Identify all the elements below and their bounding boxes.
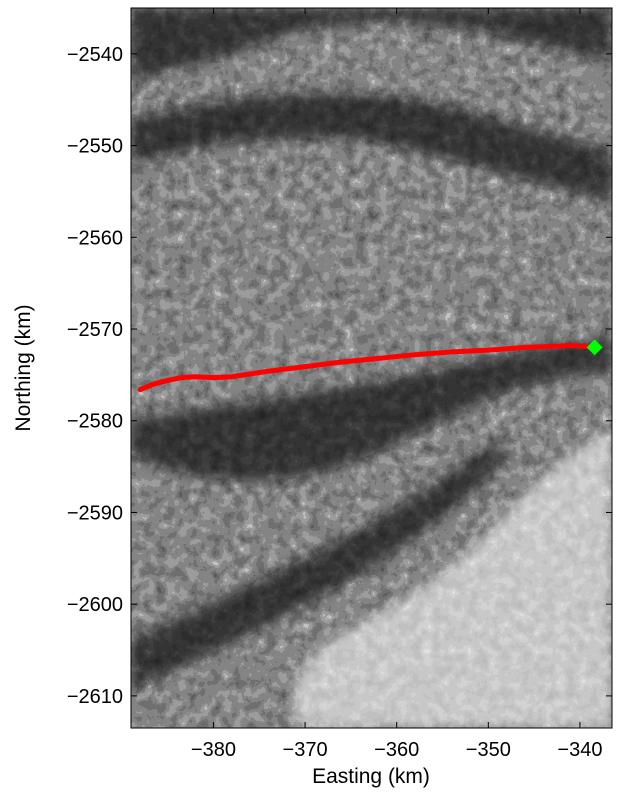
track-line	[137, 343, 598, 393]
y-tick-label: −2570	[67, 319, 123, 341]
x-tick-label: −360	[374, 739, 419, 761]
y-tick-label: −2580	[67, 411, 123, 433]
x-axis-ticks: −380 −370 −360 −350 −340	[191, 8, 602, 761]
y-tick-label: −2560	[67, 227, 123, 249]
y-tick-label: −2600	[67, 594, 123, 616]
satellite-imagery	[131, 8, 612, 728]
endpoint-marker	[586, 339, 603, 356]
x-axis-label: Easting (km)	[312, 765, 430, 788]
x-tick-label: −370	[283, 739, 328, 761]
y-axis-ticks: −2540 −2550 −2560 −2570 −2580 −2590 −2600 −2610	[67, 44, 612, 708]
y-tick-label: −2540	[67, 44, 123, 66]
x-tick-label: −340	[557, 739, 602, 761]
x-tick-label: −350	[466, 739, 511, 761]
y-tick-label: −2550	[67, 136, 123, 158]
plot-frame	[130, 7, 613, 729]
x-tick-label: −380	[191, 739, 236, 761]
y-tick-label: −2590	[67, 502, 123, 524]
y-tick-label: −2610	[67, 686, 123, 708]
y-axis-label: Northing (km)	[12, 304, 35, 431]
